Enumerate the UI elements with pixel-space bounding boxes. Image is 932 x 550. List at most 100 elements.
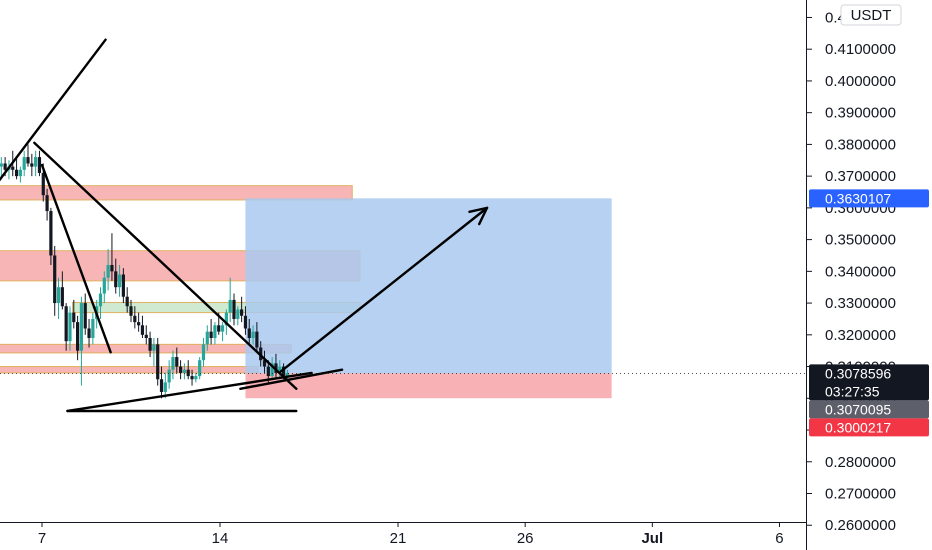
candle-29 xyxy=(87,318,91,348)
candle-body xyxy=(133,315,137,323)
price-tag-2: 0.3070095 xyxy=(809,400,929,419)
candle-28 xyxy=(83,293,87,335)
candle-15 xyxy=(34,150,38,177)
price-tag-label: 0.3000217 xyxy=(825,419,891,435)
price-tick-label: 0.3700000 xyxy=(825,168,896,185)
candlestick-series xyxy=(0,144,289,399)
candle-64 xyxy=(220,322,225,342)
arrow-head[interactable] xyxy=(468,206,489,226)
candle-22 xyxy=(60,271,64,310)
candle-40 xyxy=(129,299,133,323)
candle-body xyxy=(64,306,68,342)
candle-body xyxy=(68,312,72,342)
candle-35 xyxy=(110,233,114,281)
candle-body xyxy=(87,328,91,338)
candle-body xyxy=(49,211,53,256)
candle-53 xyxy=(178,360,183,380)
candle-70 xyxy=(243,306,248,335)
candle-73 xyxy=(255,322,259,351)
candle-body xyxy=(201,344,206,361)
candle-50 xyxy=(167,360,171,389)
time-axis[interactable]: 7 14 21 26 Jul 6 xyxy=(0,522,806,550)
candle-body xyxy=(129,306,133,316)
candle-62 xyxy=(213,322,217,345)
target-area[interactable] xyxy=(245,198,612,374)
candle-body xyxy=(220,325,225,332)
candle-body xyxy=(37,157,42,173)
price-tag-label: 0.3070095 xyxy=(825,401,891,417)
trendline-0[interactable] xyxy=(0,38,107,208)
candle-body xyxy=(91,318,95,338)
candle-body xyxy=(144,334,148,338)
candle-body xyxy=(114,271,118,288)
candle-60 xyxy=(205,325,209,351)
candle-body xyxy=(125,296,129,307)
price-tag-bg xyxy=(809,364,929,401)
candle-19 xyxy=(49,207,53,265)
candle-61 xyxy=(209,318,213,345)
trendline-4[interactable] xyxy=(66,371,313,413)
candle-body xyxy=(178,366,183,373)
price-axis[interactable]: 0.42000000.41000000.40000000.39000000.38… xyxy=(806,0,932,550)
candle-body xyxy=(98,293,103,307)
trendlines[interactable] xyxy=(0,38,806,413)
candle-body xyxy=(22,157,26,170)
candle-body xyxy=(270,363,274,377)
candle-11 xyxy=(18,166,22,183)
candle-body xyxy=(0,163,3,167)
candle-42 xyxy=(137,312,141,332)
candle-body xyxy=(247,328,251,338)
candle-body xyxy=(102,277,106,294)
currency-badge[interactable]: USDT xyxy=(840,4,902,26)
candle-67 xyxy=(232,293,236,326)
candle-body xyxy=(110,265,114,272)
candle-72 xyxy=(251,325,255,345)
candle-body xyxy=(186,369,190,377)
candle-43 xyxy=(140,315,145,338)
trendline-2[interactable] xyxy=(40,163,112,354)
candle-body xyxy=(3,163,7,170)
long-position-tool[interactable] xyxy=(245,198,612,399)
candle-body xyxy=(79,303,84,351)
candle-body xyxy=(156,344,160,380)
candle-body xyxy=(18,169,22,177)
candle-10 xyxy=(14,157,19,180)
candle-14 xyxy=(30,153,34,177)
candle-51 xyxy=(171,350,175,380)
candle-20 xyxy=(53,245,57,316)
support-zone-4[interactable] xyxy=(0,366,259,374)
resistance-zone-0[interactable] xyxy=(0,185,353,201)
candle-30 xyxy=(91,312,95,345)
candle-body xyxy=(243,315,248,329)
candle-41 xyxy=(133,306,137,329)
candle-body xyxy=(72,312,76,323)
candle-46 xyxy=(152,337,156,367)
candle-body xyxy=(213,325,217,338)
arrow-line[interactable] xyxy=(279,206,489,373)
price-tick-label: 0.3500000 xyxy=(825,232,896,249)
candle-body xyxy=(190,376,194,380)
candle-24 xyxy=(68,306,72,351)
price-tick-label: 0.2600000 xyxy=(825,517,896,534)
candle-body xyxy=(137,322,141,326)
candle-68 xyxy=(236,306,240,326)
candle-body xyxy=(217,325,221,332)
candle-body xyxy=(175,357,179,367)
candle-body xyxy=(255,331,259,348)
price-tag-label: 0.3630107 xyxy=(825,190,891,206)
price-tick-label: 0.2700000 xyxy=(825,486,896,503)
trendline-5[interactable] xyxy=(239,368,344,390)
candle-body xyxy=(266,366,270,377)
candle-77 xyxy=(270,357,274,380)
candle-body xyxy=(236,309,240,319)
time-tick-label: 14 xyxy=(212,530,229,547)
candle-25 xyxy=(72,299,76,329)
candle-body xyxy=(167,369,171,383)
candle-body xyxy=(83,303,87,329)
candle-body xyxy=(60,287,64,307)
candle-body xyxy=(281,366,286,377)
price-tag-bg xyxy=(809,189,929,208)
candle-59 xyxy=(201,337,206,367)
trendline-1[interactable] xyxy=(33,141,298,390)
